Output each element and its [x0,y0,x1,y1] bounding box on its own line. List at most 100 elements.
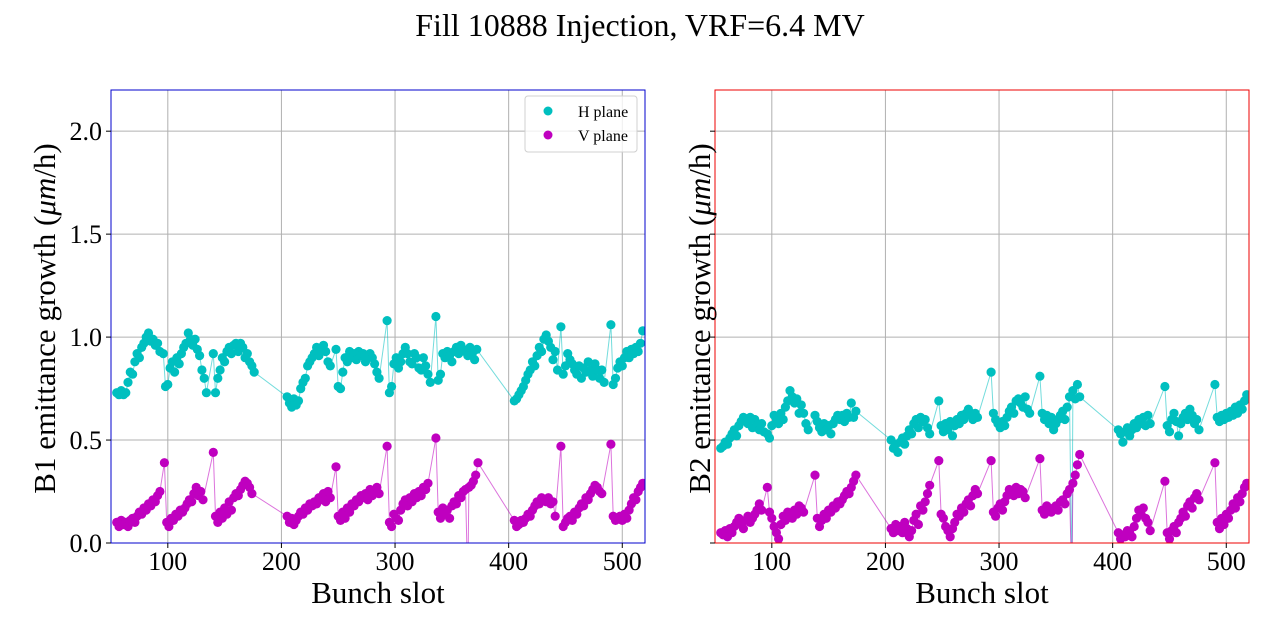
right-v-plane-point [997,505,1008,515]
left-h-plane-point [610,373,621,383]
right-y-label-post: /h) [682,143,717,177]
right-v-plane-point [1072,460,1082,470]
right-v-plane-point [810,470,820,480]
left-h-plane-point [208,349,218,359]
right-y-label-pre: B2 emittance growth ( [682,216,717,494]
right-v-plane-point [918,505,928,515]
legend-label-v-plane: V plane [578,128,628,145]
left-h-plane-point [174,359,184,369]
right-h-plane-point [1143,410,1153,420]
right-v-plane-point [1160,476,1170,486]
left-h-plane-point [195,351,205,361]
left-h-plane-point [121,388,131,398]
left-h-plane-point [382,316,392,326]
left-x-tick-label: 400 [489,547,528,576]
right-h-plane-point [778,414,788,425]
right-x-tick-label: 300 [980,547,1019,576]
right-h-plane-point [934,396,944,406]
right-v-plane-point [991,511,1001,521]
left-v-plane-point [382,441,392,451]
left-h-plane-point [435,369,446,379]
right-v-plane-point [1164,534,1175,543]
left-v-plane-point [423,478,433,488]
left-h-plane-point [226,349,236,359]
right-h-plane-point [972,412,983,422]
left-v-plane-point [387,521,397,532]
legend-marker-v-plane [543,130,553,140]
legend-label-h-plane: H plane [578,104,628,121]
right-h-plane-point [893,447,903,457]
right-h-plane-point [947,431,958,441]
legend-marker-h-plane [543,106,553,116]
right-h-plane-point [757,419,767,429]
right-h-plane-point [796,400,806,410]
right-v-plane-point [920,497,930,507]
left-y-label-unit: μm [27,178,62,217]
left-h-plane-point [412,353,422,363]
legend: H plane V plane [524,95,638,153]
right-h-plane-point [1072,379,1082,390]
right-y-axis-label: B2 emittance growth (μm/h) [682,143,717,493]
left-x-tick-label: 300 [376,547,415,576]
left-v-plane-point [548,497,558,507]
right-h-plane-point [900,439,910,449]
right-v-plane-point [1194,495,1204,505]
right-y-label-unit: μm [682,178,717,217]
left-x-tick-label: 500 [603,547,642,576]
right-v-plane-point [762,482,772,492]
right-v-plane-point [1143,517,1153,528]
right-h-plane-point [1035,371,1045,381]
right-v-plane-point [922,489,933,499]
right-v-plane-point [1187,503,1197,513]
right-v-plane-point [1235,497,1245,507]
left-y-label-pre: B1 emittance growth ( [27,216,62,494]
right-h-plane-point [799,408,809,418]
figure-title: Fill 10888 Injection, VRF=6.4 MV [415,7,864,43]
left-v-plane-point [550,511,560,521]
left-y-tick-label: 1.5 [70,220,103,249]
left-axes-frame [110,89,646,544]
left-h-plane-point [134,353,144,363]
left-h-plane-point [638,326,645,336]
right-axes-frame [714,89,1250,544]
right-v-plane-point [972,489,983,499]
right-h-plane-point [826,429,836,439]
right-h-plane-point [1194,425,1204,435]
left-h-plane-point [210,388,221,398]
left-v-plane-point [196,486,206,497]
right-h-plane-point [1025,408,1035,418]
right-v-plane-point [1060,499,1070,509]
left-grid [111,90,645,544]
right-h-plane-point [1060,414,1070,425]
left-h-plane-point [556,322,566,332]
left-v-plane-point [597,489,607,499]
left-h-plane-point [335,384,346,394]
left-v-plane-point [463,580,472,589]
right-v-plane-point [1035,454,1045,464]
right-h-plane-point [1062,402,1072,412]
left-v-plane-point [445,513,455,523]
left-v-plane-point [159,458,169,468]
right-h-plane-point [1000,421,1010,431]
left-v-plane-point [187,497,197,507]
left-h-plane-point [215,365,225,375]
left-h-plane-point [128,369,138,379]
left-v-plane-point [393,515,404,526]
left-h-plane-point [163,379,173,390]
left-y-tick-label: 1.0 [70,323,103,352]
left-h-plane-point [387,381,397,392]
right-h-plane-point [1118,437,1128,447]
left-h-plane-point [201,388,211,398]
right-v-plane-point [1020,493,1030,503]
left-h-plane-point [599,377,609,387]
right-h-plane-point [764,433,775,443]
left-v-plane-point [208,447,218,457]
right-h-plane-point [986,367,996,377]
left-y-axis-label: B1 emittance growth (μm/h) [27,143,62,493]
right-h-plane-point [846,398,856,408]
right-v-plane-point [1075,449,1085,460]
right-x-tick-label: 400 [1093,547,1132,576]
right-h-plane-point [1169,408,1179,418]
left-v-plane-point [247,489,257,499]
right-v-plane-point [1223,513,1234,523]
